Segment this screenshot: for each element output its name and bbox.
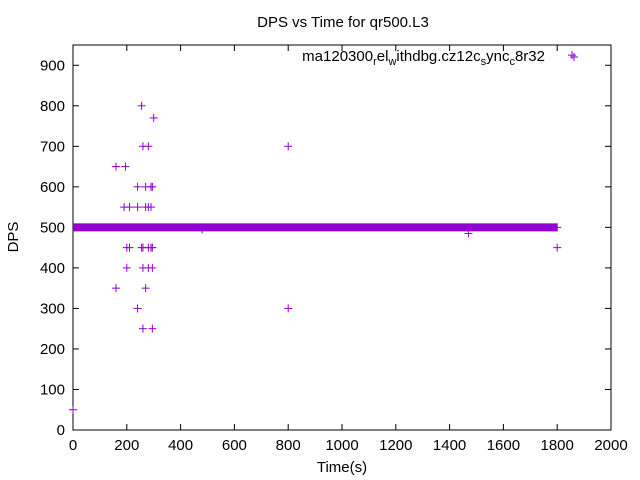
y-tick-label: 200 (40, 341, 65, 358)
x-tick-label: 2000 (594, 437, 627, 454)
x-tick-label: 1000 (325, 437, 358, 454)
x-tick-label: 800 (276, 437, 301, 454)
y-tick-label: 900 (40, 57, 65, 74)
data-point (138, 324, 147, 333)
data-point (284, 304, 293, 313)
data-point (147, 203, 156, 212)
baseline-band (73, 223, 558, 232)
x-tick-label: 400 (168, 437, 193, 454)
x-tick-label: 1800 (541, 437, 574, 454)
x-tick-label: 0 (69, 437, 77, 454)
data-point (133, 203, 142, 212)
legend-marker (570, 53, 578, 61)
data-point (69, 405, 77, 414)
data-point (112, 162, 121, 171)
data-point (144, 142, 153, 151)
y-tick-label: 600 (40, 179, 65, 196)
data-point (148, 263, 157, 272)
y-tick-label: 400 (40, 260, 65, 277)
chart-title: DPS vs Time for qr500.L3 (257, 14, 429, 31)
data-point (284, 142, 293, 151)
data-point (553, 223, 562, 232)
y-axis-label: DPS (5, 222, 22, 253)
data-point (133, 304, 142, 313)
series-points (69, 51, 576, 414)
y-tick-label: 100 (40, 381, 65, 398)
data-point (148, 182, 157, 191)
y-axis: 0 100 200 300 400 500 600 700 800 900 (40, 57, 611, 439)
x-axis: 0 200 400 600 800 1000 1200 1400 1600 1800 2000 (69, 45, 628, 454)
x-axis-label: Time(s) (317, 459, 367, 476)
data-point (133, 182, 142, 191)
legend-label: ma120300relwithdbg.cz12csyncc8r32 (302, 48, 545, 68)
data-point (567, 51, 576, 60)
y-tick-label: 300 (40, 300, 65, 317)
plot-frame (72, 44, 612, 431)
data-point (121, 162, 130, 171)
data-point (122, 263, 131, 272)
y-tick-label: 800 (40, 98, 65, 115)
data-point (553, 243, 562, 252)
y-tick-label: 0 (57, 422, 65, 439)
data-point (464, 229, 473, 238)
data-point (125, 243, 134, 252)
data-point (125, 203, 134, 212)
data-point (148, 243, 157, 252)
data-point (198, 225, 207, 234)
x-tick-label: 600 (222, 437, 247, 454)
x-tick-label: 200 (114, 437, 139, 454)
x-tick-label: 1600 (487, 437, 520, 454)
y-tick-label: 500 (40, 219, 65, 236)
y-tick-label: 700 (40, 138, 65, 155)
data-point (148, 324, 157, 333)
data-point (149, 113, 158, 122)
data-point (141, 284, 150, 293)
data-point (137, 101, 146, 110)
x-tick-label: 1400 (433, 437, 466, 454)
data-point (112, 284, 121, 293)
x-tick-label: 1200 (379, 437, 412, 454)
